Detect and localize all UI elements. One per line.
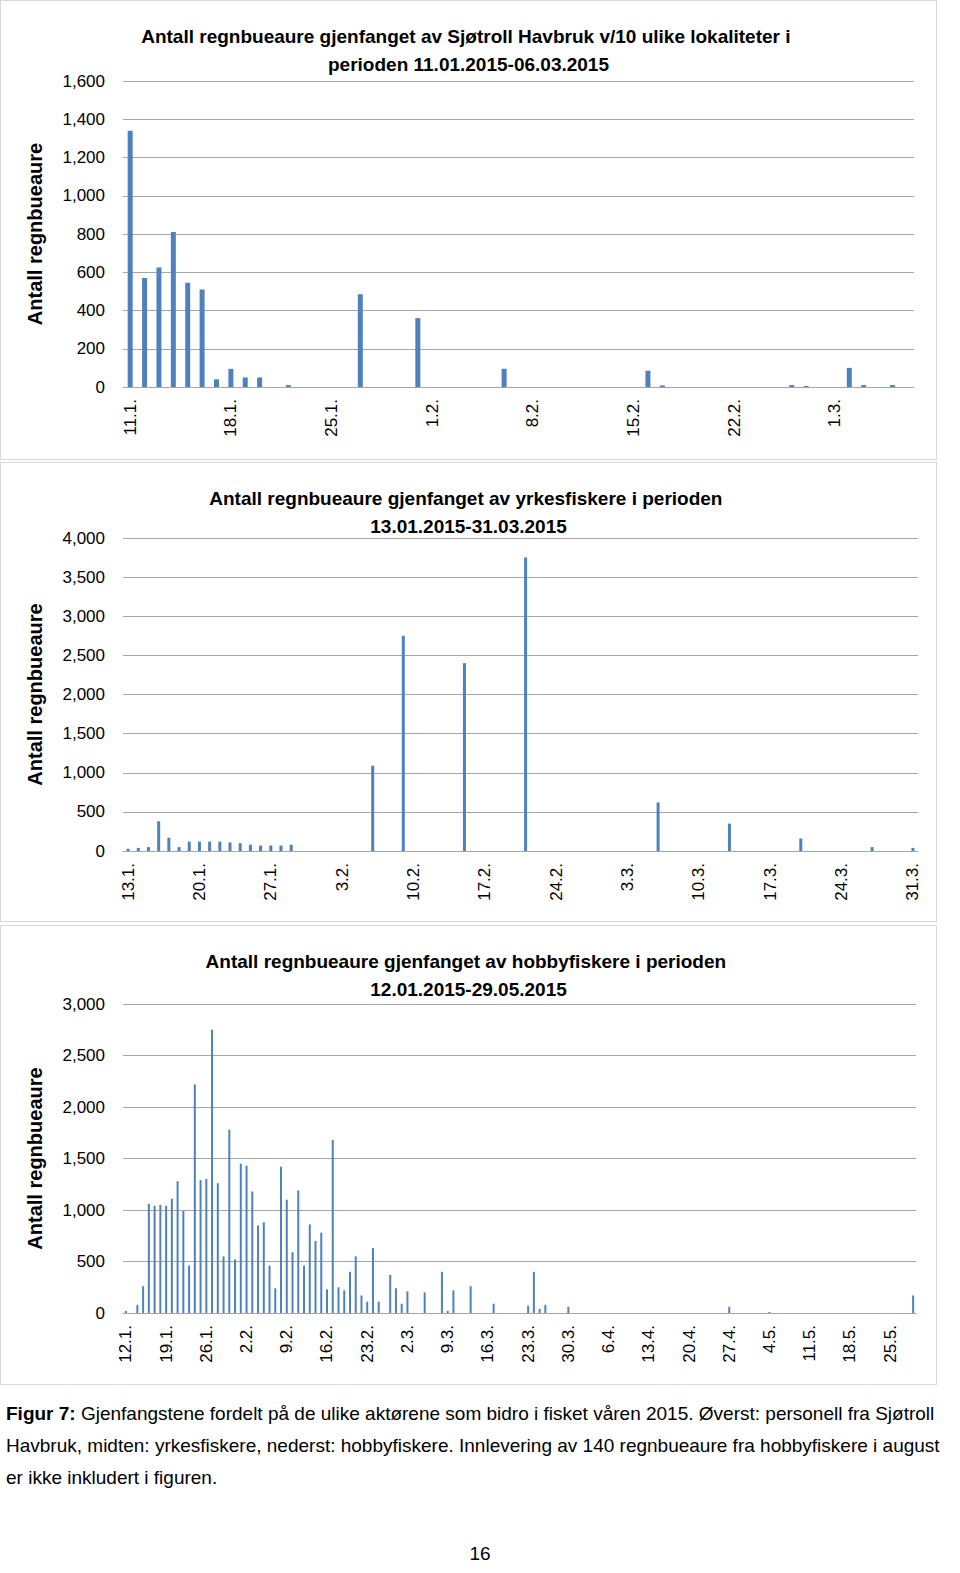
svg-text:23.3.: 23.3. <box>519 1325 538 1363</box>
svg-text:200: 200 <box>77 339 105 358</box>
svg-text:20.1.: 20.1. <box>190 863 209 901</box>
svg-text:13.4.: 13.4. <box>639 1325 658 1363</box>
svg-text:16.3.: 16.3. <box>478 1325 497 1363</box>
svg-text:19.1.: 19.1. <box>157 1325 176 1363</box>
svg-text:24.3.: 24.3. <box>832 863 851 901</box>
svg-text:31.3.: 31.3. <box>903 863 922 901</box>
svg-text:Antall regnbueaure: Antall regnbueaure <box>24 143 46 325</box>
svg-text:0: 0 <box>96 378 105 397</box>
svg-text:8.2.: 8.2. <box>523 399 542 427</box>
svg-text:600: 600 <box>77 263 105 282</box>
svg-text:Antall regnbueaure gjenfanget: Antall regnbueaure gjenfanget av hobbyfi… <box>206 951 732 972</box>
svg-text:2,500: 2,500 <box>62 1046 105 1065</box>
svg-text:27.4.: 27.4. <box>720 1325 739 1363</box>
svg-text:26.1.: 26.1. <box>197 1325 216 1363</box>
html-text:16: 16 <box>469 1543 491 1564</box>
svg-text:24.2.: 24.2. <box>547 863 566 901</box>
svg-text:15.2.: 15.2. <box>624 399 643 437</box>
svg-text:Antall regnbueaure gjenfanget: Antall regnbueaure gjenfanget av Sjøtrol… <box>141 26 796 47</box>
svg-text:1,500: 1,500 <box>62 724 105 743</box>
svg-text:17.2.: 17.2. <box>475 863 494 901</box>
svg-text:4,000: 4,000 <box>62 529 105 548</box>
svg-text:2.2.: 2.2. <box>237 1325 256 1353</box>
svg-text:4.5.: 4.5. <box>760 1325 779 1353</box>
svg-text:Antall regnbueaure: Antall regnbueaure <box>24 603 46 785</box>
svg-text:12.1.: 12.1. <box>116 1325 135 1363</box>
svg-text:500: 500 <box>77 1252 105 1271</box>
svg-text:16.2.: 16.2. <box>317 1325 336 1363</box>
svg-text:1.2.: 1.2. <box>423 399 442 427</box>
svg-text:2.3.: 2.3. <box>398 1325 417 1353</box>
svg-text:13.01.2015-31.03.2015: 13.01.2015-31.03.2015 <box>370 516 567 537</box>
svg-text:20.4.: 20.4. <box>680 1325 699 1363</box>
svg-text:Antall regnbueaure: Antall regnbueaure <box>24 1067 46 1249</box>
svg-text:9.2.: 9.2. <box>277 1325 296 1353</box>
svg-text:0: 0 <box>96 1304 105 1323</box>
svg-text:1,000: 1,000 <box>62 1201 105 1220</box>
svg-text:800: 800 <box>77 225 105 244</box>
svg-text:1,400: 1,400 <box>62 110 105 129</box>
svg-text:2,000: 2,000 <box>62 685 105 704</box>
svg-text:27.1.: 27.1. <box>261 863 280 901</box>
svg-text:3,000: 3,000 <box>62 607 105 626</box>
svg-text:0: 0 <box>96 842 105 861</box>
svg-text:10.2.: 10.2. <box>404 863 423 901</box>
svg-text:22.2.: 22.2. <box>725 399 744 437</box>
svg-text:25.5.: 25.5. <box>881 1325 900 1363</box>
svg-text:11.5.: 11.5. <box>800 1325 819 1362</box>
svg-text:30.3.: 30.3. <box>559 1325 578 1363</box>
svg-text:11.1.: 11.1. <box>121 399 140 436</box>
svg-text:1,200: 1,200 <box>62 148 105 167</box>
svg-text:Antall regnbueaure gjenfanget: Antall regnbueaure gjenfanget av yrkesfi… <box>209 488 727 509</box>
svg-text:3,000: 3,000 <box>62 995 105 1014</box>
svg-text:400: 400 <box>77 301 105 320</box>
svg-text:3.3.: 3.3. <box>618 863 637 891</box>
svg-text:1,500: 1,500 <box>62 1149 105 1168</box>
svg-text:25.1.: 25.1. <box>322 399 341 437</box>
svg-text:13.1.: 13.1. <box>119 863 138 901</box>
svg-text:500: 500 <box>77 802 105 821</box>
svg-text:9.3.: 9.3. <box>438 1325 457 1353</box>
svg-text:17.3.: 17.3. <box>761 863 780 901</box>
svg-text:1.3.: 1.3. <box>825 399 844 427</box>
svg-text:18.1.: 18.1. <box>221 399 240 437</box>
svg-text:23.2.: 23.2. <box>358 1325 377 1363</box>
svg-text:2,500: 2,500 <box>62 646 105 665</box>
svg-text:12.01.2015-29.05.2015: 12.01.2015-29.05.2015 <box>370 979 567 1000</box>
svg-text:2,000: 2,000 <box>62 1098 105 1117</box>
svg-text:1,000: 1,000 <box>62 763 105 782</box>
svg-text:18.5.: 18.5. <box>840 1325 859 1363</box>
svg-text:10.3.: 10.3. <box>689 863 708 901</box>
svg-text:perioden 11.01.2015-06.03.2015: perioden 11.01.2015-06.03.2015 <box>328 54 609 75</box>
svg-text:6.4.: 6.4. <box>599 1325 618 1353</box>
svg-text:1,000: 1,000 <box>62 186 105 205</box>
html-text:Figur 7: Gjenfangstene fordelt: Figur 7: Gjenfangstene fordelt på de uli… <box>6 1403 940 1488</box>
svg-text:3.2.: 3.2. <box>333 863 352 891</box>
svg-text:3,500: 3,500 <box>62 568 105 587</box>
svg-text:1,600: 1,600 <box>62 72 105 91</box>
